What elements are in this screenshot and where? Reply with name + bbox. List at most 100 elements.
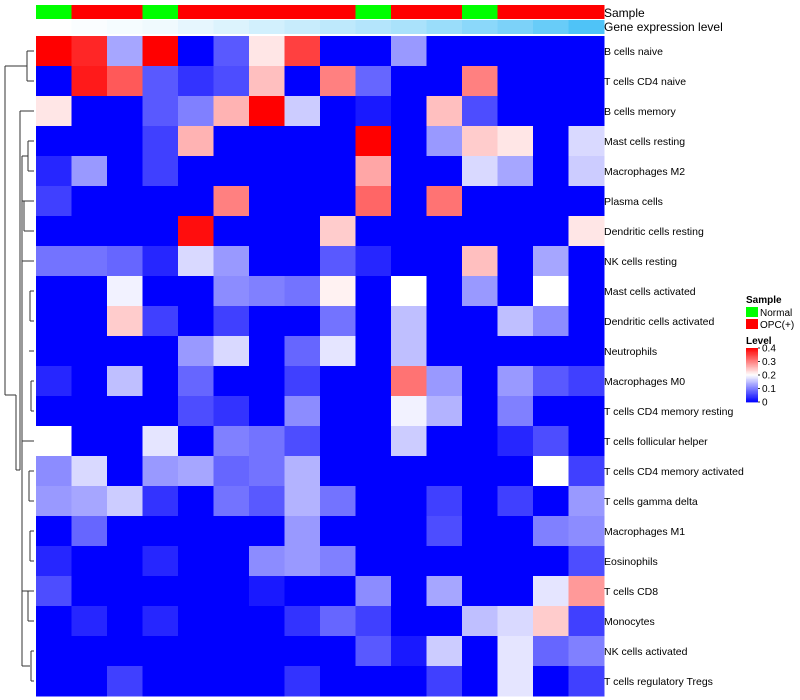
heatmap-cell <box>71 216 108 247</box>
heatmap-cell <box>107 666 143 697</box>
heatmap-cell <box>533 366 569 397</box>
legend-swatch-opc <box>746 319 758 329</box>
heatmap-cell <box>284 456 321 487</box>
heatmap-cell <box>426 96 463 127</box>
level-tick-label: 0 <box>762 398 768 409</box>
heatmap-cell <box>497 486 534 517</box>
heatmap-cell <box>497 396 534 427</box>
heatmap-cell <box>213 516 250 547</box>
heatmap-cell <box>142 216 179 247</box>
heatmap-cell <box>391 366 427 397</box>
heatmap-cell <box>497 186 534 217</box>
heatmap-cell <box>249 126 285 157</box>
level-colorbar-segment <box>746 360 758 362</box>
heatmap-cell <box>71 336 108 367</box>
heatmap-cell <box>36 486 72 517</box>
level-colorbar-segment <box>746 356 758 358</box>
level-colorbar-segment <box>746 375 758 377</box>
heatmap-cell <box>320 516 356 547</box>
heatmap-cell <box>36 426 72 457</box>
heatmap-cell <box>178 576 214 607</box>
level-tick-label: 0.4 <box>762 344 776 355</box>
heatmap-cell <box>249 576 285 607</box>
heatmap-cell <box>178 96 214 127</box>
heatmap-cell <box>320 246 356 277</box>
heatmap-cell <box>107 246 143 277</box>
heatmap-cell <box>391 396 427 427</box>
heatmap-cell <box>533 636 569 667</box>
heatmap-cell <box>284 66 321 97</box>
heatmap-cell <box>568 66 605 97</box>
row-label-macrophages-m0: Macrophages M0 <box>604 376 685 388</box>
heatmap-cell <box>213 426 250 457</box>
row-label-dendritic-cells-activated: Dendritic cells activated <box>604 316 714 328</box>
heatmap-cell <box>355 216 392 247</box>
heatmap-cell <box>391 636 427 667</box>
heatmap-cell <box>213 186 250 217</box>
heatmap-cell <box>426 126 463 157</box>
heatmap-cell <box>462 606 498 637</box>
heatmap-cell <box>497 636 534 667</box>
expression-annot-cell <box>36 20 72 34</box>
heatmap-cell <box>568 186 605 217</box>
heatmap-cell <box>426 66 463 97</box>
heatmap-cell <box>426 576 463 607</box>
heatmap-cell <box>462 216 498 247</box>
heatmap-cell <box>568 456 605 487</box>
heatmap-cell <box>71 246 108 277</box>
level-colorbar-segment <box>746 380 758 383</box>
heatmap-cell <box>142 126 179 157</box>
level-colorbar-segment <box>746 388 758 391</box>
heatmap-cell <box>462 456 498 487</box>
heatmap-cell <box>284 666 321 697</box>
expression-annot-cell <box>284 20 321 34</box>
heatmap-cell <box>284 276 321 307</box>
row-label-nk-cells-resting: NK cells resting <box>604 256 677 268</box>
expression-annot-cell <box>497 20 534 34</box>
heatmap-cell <box>71 306 108 337</box>
heatmap-cell <box>426 636 463 667</box>
heatmap-cell <box>213 546 250 577</box>
heatmap-cell <box>391 606 427 637</box>
sample-annot-cell <box>533 5 569 19</box>
sample-annot-cell <box>391 5 427 19</box>
heatmap-cell <box>497 96 534 127</box>
expression-annot-cell <box>533 20 569 34</box>
heatmap-cell <box>71 156 108 187</box>
heatmap-cell <box>533 666 569 697</box>
heatmap-cell <box>213 366 250 397</box>
heatmap-cell <box>426 456 463 487</box>
heatmap-cell <box>142 396 179 427</box>
legends: Sample Normal OPC(+) Level 0.4 0.3 0.2 0.1 0 <box>746 295 794 409</box>
heatmap-cell <box>71 636 108 667</box>
heatmap-cell <box>533 216 569 247</box>
heatmap-cell <box>533 36 569 67</box>
level-colorbar-segment <box>746 399 758 402</box>
level-colorbar-segment <box>746 373 758 376</box>
heatmap-cell <box>36 66 72 97</box>
heatmap-cell <box>213 96 250 127</box>
heatmap-cell <box>36 516 72 547</box>
expression-annot-cell <box>107 20 143 34</box>
heatmap-cell <box>497 336 534 367</box>
heatmap-cell <box>71 516 108 547</box>
heatmap-cell <box>178 246 214 277</box>
sample-annot-cell <box>426 5 463 19</box>
heatmap-cell <box>107 576 143 607</box>
heatmap-cell <box>71 276 108 307</box>
heatmap-cell <box>426 246 463 277</box>
heatmap-cell <box>213 336 250 367</box>
level-colorbar-segment <box>746 385 758 388</box>
heatmap-cell <box>71 36 108 67</box>
level-legend-title: Level <box>746 336 772 347</box>
heatmap-cell <box>497 216 534 247</box>
level-colorbar-segment <box>746 369 758 372</box>
heatmap-cell <box>284 516 321 547</box>
heatmap-cell <box>533 486 569 517</box>
heatmap-cell <box>142 456 179 487</box>
heatmap-cell <box>320 336 356 367</box>
heatmap-cell <box>462 486 498 517</box>
heatmap-cell <box>426 666 463 697</box>
